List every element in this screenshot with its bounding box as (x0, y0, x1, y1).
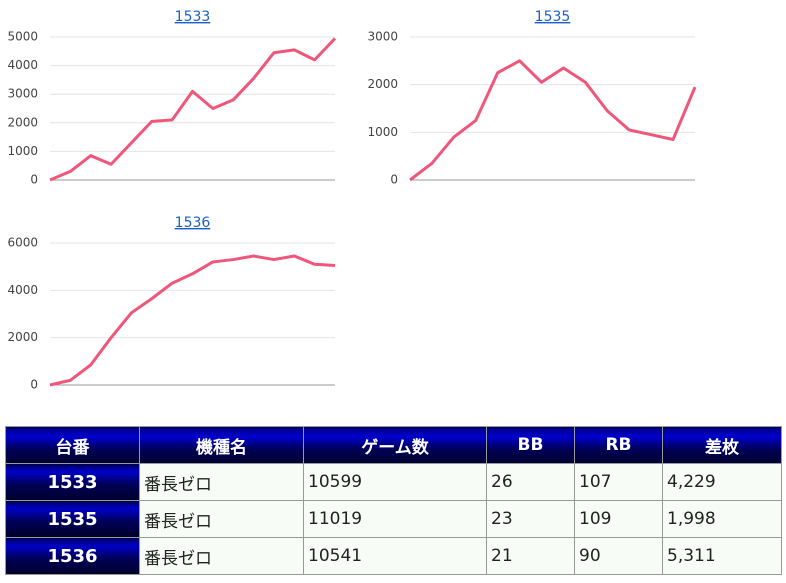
header-cell: 機種名 (139, 426, 304, 464)
y-tick-label: 3000 (7, 87, 38, 101)
cell: 11019 (303, 500, 487, 538)
cell: 26 (486, 463, 575, 501)
y-tick-label: 2000 (7, 115, 38, 129)
y-tick-label: 4000 (7, 283, 38, 297)
cell: 23 (486, 500, 575, 538)
table-row: 1533 番長ゼロ 10599 26 107 4,229 (5, 463, 782, 501)
cell: 21 (486, 537, 575, 575)
table-row: 1536 番長ゼロ 10541 21 90 5,311 (5, 537, 782, 575)
y-tick-label: 0 (30, 173, 38, 187)
y-tick-label: 6000 (7, 236, 38, 250)
chart-title[interactable]: 1533 (175, 9, 211, 25)
y-tick-label: 5000 (7, 30, 38, 44)
data-table: 台番 機種名 ゲーム数 BB RB 差枚 1533 番長ゼロ 10599 26 107 4,229 1… (5, 426, 782, 575)
id-cell: 1535 (5, 500, 140, 538)
id-cell: 1533 (5, 463, 140, 501)
id-cell: 1536 (5, 537, 140, 575)
header-cell: RB (574, 426, 663, 464)
header-row: 台番 機種名 ゲーム数 BB RB 差枚 (5, 426, 782, 464)
header-cell: 差枚 (662, 426, 782, 464)
header-cell: ゲーム数 (303, 426, 487, 464)
cell: 番長ゼロ (139, 463, 304, 501)
y-tick-label: 3000 (367, 30, 398, 44)
chart-title[interactable]: 1535 (535, 9, 571, 25)
cell: 107 (574, 463, 663, 501)
cell: 10599 (303, 463, 487, 501)
table-row: 1535 番長ゼロ 11019 23 109 1,998 (5, 500, 782, 538)
table-body: 1533 番長ゼロ 10599 26 107 4,229 1535 番長ゼロ 11019 23 10… (5, 463, 782, 575)
cell: 4,229 (662, 463, 782, 501)
y-tick-label: 0 (390, 173, 398, 187)
charts: 1533 0 1000 2000 3000 4000 5000 1535 0 1000 2000 30… (7, 9, 697, 392)
y-tick-label: 1000 (7, 144, 38, 158)
header-cell: 台番 (5, 426, 140, 464)
data-line (49, 37, 337, 182)
cell: 90 (574, 537, 663, 575)
header-cell: BB (486, 426, 575, 464)
y-tick-label: 4000 (7, 58, 38, 72)
cell: 1,998 (662, 500, 782, 538)
cell: 番長ゼロ (139, 500, 304, 538)
data-line (49, 254, 336, 387)
data-line (409, 59, 697, 182)
cell: 109 (574, 500, 663, 538)
y-tick-label: 2000 (7, 330, 38, 344)
cell: 10541 (303, 537, 487, 575)
y-tick-label: 1000 (367, 125, 398, 139)
chart-title[interactable]: 1536 (175, 215, 211, 231)
cell: 番長ゼロ (139, 537, 304, 575)
y-tick-label: 0 (30, 378, 38, 392)
cell: 5,311 (662, 537, 782, 575)
y-tick-label: 2000 (367, 77, 398, 91)
